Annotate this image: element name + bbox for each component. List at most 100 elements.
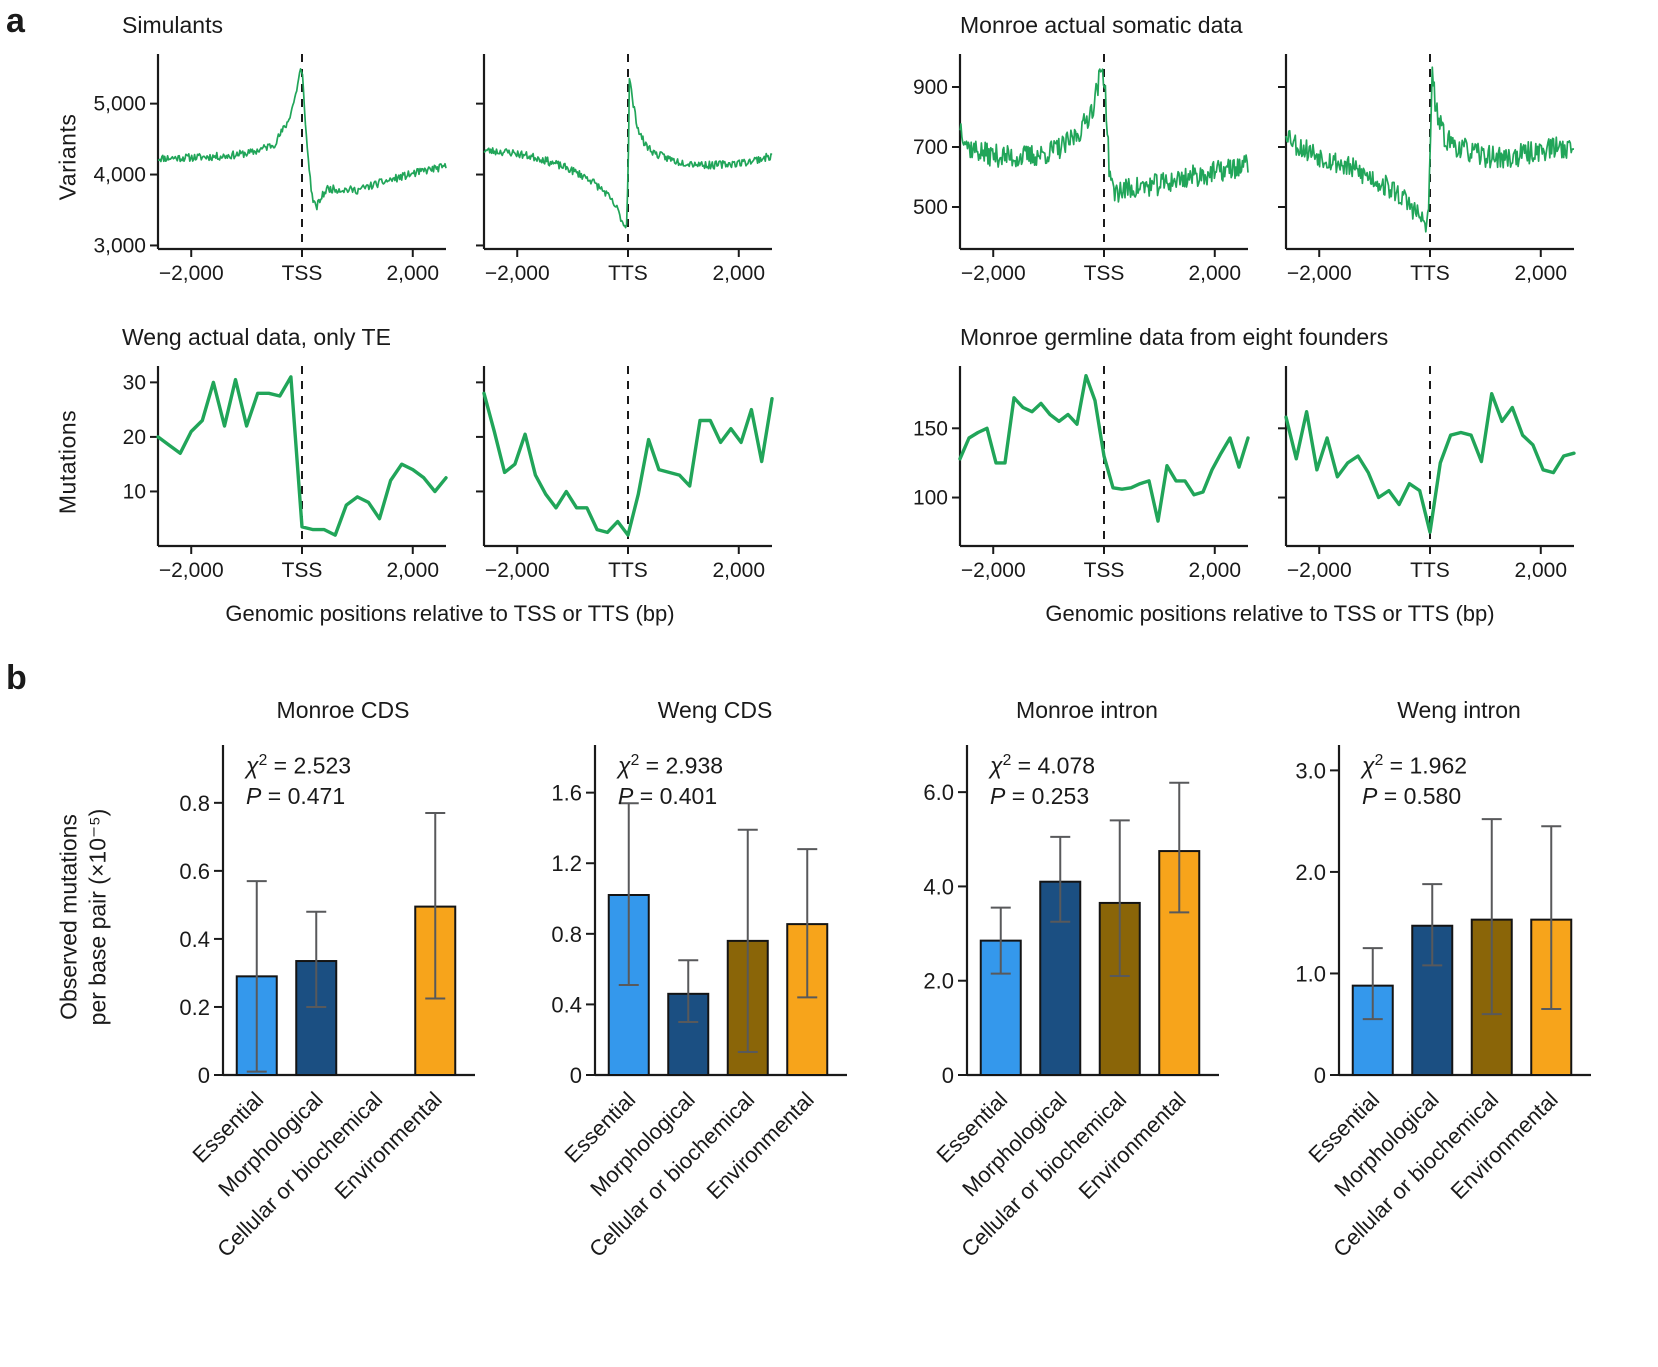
svg-text:100: 100: [913, 487, 948, 510]
svg-text:2,000: 2,000: [1188, 559, 1241, 582]
svg-text:2,000: 2,000: [712, 559, 765, 582]
y-axis-label-variants: Variants: [54, 113, 81, 201]
svg-text:3,000: 3,000: [93, 234, 146, 257]
svg-text:TSS: TSS: [282, 559, 323, 582]
svg-text:2,000: 2,000: [386, 559, 439, 582]
svg-text:TSS: TSS: [282, 262, 323, 285]
line-group-monroe-somatic: Monroe actual somatic data 500 700 900 −2,0…: [888, 10, 1580, 292]
panel-a-row-1: Simulants Variants 3,000 4,000 5,000 −2,000…: [50, 10, 1658, 292]
svg-text:4,000: 4,000: [93, 164, 146, 187]
svg-text:Morphological: Morphological: [213, 1087, 328, 1202]
panel-a-label: a: [6, 2, 25, 40]
svg-text:Morphological: Morphological: [1329, 1087, 1444, 1202]
bar-chart-weng-cds: Weng CDS 0 0.4 0.8 1.2 1.6 Essential Morpholog…: [540, 697, 870, 1325]
line-plot-simulants-tts: −2,000 TTS 2,000: [476, 54, 773, 285]
svg-text:Environmental: Environmental: [330, 1087, 447, 1204]
y-axis-label-mutations: Mutations: [54, 409, 81, 515]
svg-text:30: 30: [123, 371, 146, 394]
svg-text:−2,000: −2,000: [485, 262, 550, 285]
chart-title-weng-te: Weng actual data, only TE: [122, 324, 391, 350]
bar-chart-monroe-cds: Monroe CDS 0 0.2 0.4 0.6 0.8 Essential Morphol…: [168, 697, 498, 1325]
svg-text:−2,000: −2,000: [1287, 559, 1352, 582]
svg-text:2.0: 2.0: [1295, 860, 1326, 885]
svg-text:TTS: TTS: [1410, 559, 1450, 582]
chi-square-annotation: χ2 = 1.962 P = 0.580: [1362, 752, 1468, 809]
chart-title-monroe-somatic: Monroe actual somatic data: [960, 12, 1243, 38]
svg-text:0: 0: [1314, 1063, 1326, 1088]
svg-text:TTS: TTS: [608, 559, 648, 582]
svg-text:150: 150: [913, 417, 948, 440]
svg-text:2,000: 2,000: [1188, 262, 1241, 285]
chart-title-monroe-cds: Monroe CDS: [276, 697, 410, 723]
panel-a: a Simulants Variants 3,000 4,000 5,000 −2,0…: [0, 0, 1658, 627]
svg-text:−2,000: −2,000: [159, 262, 224, 285]
svg-text:1.0: 1.0: [1295, 961, 1326, 986]
svg-text:2.0: 2.0: [923, 969, 954, 994]
svg-text:2,000: 2,000: [712, 262, 765, 285]
svg-text:Environmental: Environmental: [702, 1087, 819, 1204]
bar-plot-weng-intron: 01.02.03.0EssentialMorphologicalCellular…: [1295, 745, 1591, 1262]
p-value: 0.401: [659, 782, 718, 809]
chi-square-annotation: χ2 = 4.078 P = 0.253: [990, 752, 1096, 809]
bar-plot-monroe-cds: 00.20.40.60.8EssentialMorphologicalCellu…: [179, 745, 475, 1262]
chart-title-monroe-germline: Monroe germline data from eight founders: [960, 324, 1389, 350]
chi2-value: 4.078: [1037, 752, 1096, 779]
svg-text:1.6: 1.6: [551, 781, 582, 806]
svg-text:6.0: 6.0: [923, 780, 954, 805]
panel-a-row-2: Weng actual data, only TE Mutations 10 20…: [50, 322, 1658, 627]
svg-text:0.8: 0.8: [551, 922, 582, 947]
p-value: 0.253: [1031, 782, 1090, 809]
svg-text:20: 20: [123, 426, 146, 449]
svg-text:TSS: TSS: [1084, 559, 1125, 582]
svg-text:−2,000: −2,000: [1287, 262, 1352, 285]
chi2-value: 2.523: [293, 752, 352, 779]
bar-plot-weng-cds: 00.40.81.21.6EssentialMorphologicalCellu…: [551, 745, 847, 1262]
line-plot-monroe-somatic-tss: 500 700 900 −2,000 TSS 2,000: [913, 54, 1249, 285]
svg-text:3.0: 3.0: [1295, 758, 1326, 783]
svg-text:2,000: 2,000: [386, 262, 439, 285]
chi2-value: 2.938: [665, 752, 724, 779]
p-value: 0.471: [287, 782, 346, 809]
panel-b: b Observed mutations per base pair (×10⁻…: [0, 657, 1658, 1325]
svg-text:Environmental: Environmental: [1446, 1087, 1563, 1204]
chi-square-annotation: χ2 = 2.523 P = 0.471: [246, 752, 352, 809]
svg-text:0: 0: [570, 1063, 582, 1088]
x-axis-label: Genomic positions relative to TSS or TTS…: [1045, 601, 1495, 626]
chart-title-simulants: Simulants: [122, 12, 223, 38]
svg-text:500: 500: [913, 196, 948, 219]
line-plot-simulants-tss: 3,000 4,000 5,000 −2,000 TSS 2,000: [93, 54, 447, 285]
svg-text:−2,000: −2,000: [961, 262, 1026, 285]
svg-text:0: 0: [198, 1063, 210, 1088]
svg-text:Morphological: Morphological: [585, 1087, 700, 1202]
svg-text:TSS: TSS: [1084, 262, 1125, 285]
line-plot-germline-tss: 100 150 −2,000 TSS 2,000: [913, 366, 1250, 582]
line-group-simulants: Simulants Variants 3,000 4,000 5,000 −2,000…: [50, 10, 778, 292]
svg-text:4.0: 4.0: [923, 874, 954, 899]
svg-text:0.2: 0.2: [179, 995, 210, 1020]
x-axis-label: Genomic positions relative to TSS or TTS…: [225, 601, 675, 626]
svg-text:0.6: 0.6: [179, 859, 210, 884]
svg-text:2,000: 2,000: [1514, 559, 1567, 582]
line-plot-weng-tts: −2,000 TTS 2,000: [476, 366, 774, 582]
svg-text:0: 0: [942, 1063, 954, 1088]
svg-text:0.8: 0.8: [179, 791, 210, 816]
bar-chart-monroe-intron: Monroe intron 0 2.0 4.0 6.0 Essential Morphol…: [912, 697, 1242, 1325]
svg-text:−2,000: −2,000: [485, 559, 550, 582]
chart-title-monroe-intron: Monroe intron: [1016, 697, 1158, 723]
svg-text:900: 900: [913, 76, 948, 99]
svg-text:2,000: 2,000: [1514, 262, 1567, 285]
bar-plot-monroe-intron: 02.04.06.0EssentialMorphologicalCellular…: [923, 745, 1219, 1262]
chart-title-weng-cds: Weng CDS: [657, 697, 773, 723]
svg-text:5,000: 5,000: [93, 93, 146, 116]
svg-text:700: 700: [913, 136, 948, 159]
svg-text:Environmental: Environmental: [1074, 1087, 1191, 1204]
svg-text:−2,000: −2,000: [961, 559, 1026, 582]
line-plot-monroe-somatic-tts: −2,000 TTS 2,000: [1278, 54, 1575, 285]
svg-text:TTS: TTS: [1410, 262, 1450, 285]
chi2-value: 1.962: [1409, 752, 1468, 779]
svg-text:−2,000: −2,000: [159, 559, 224, 582]
panel-b-label: b: [6, 659, 27, 697]
svg-text:1.2: 1.2: [551, 851, 582, 876]
line-group-monroe-germline: Monroe germline data from eight founders…: [888, 322, 1580, 627]
line-group-weng-te: Weng actual data, only TE Mutations 10 20…: [50, 322, 778, 627]
